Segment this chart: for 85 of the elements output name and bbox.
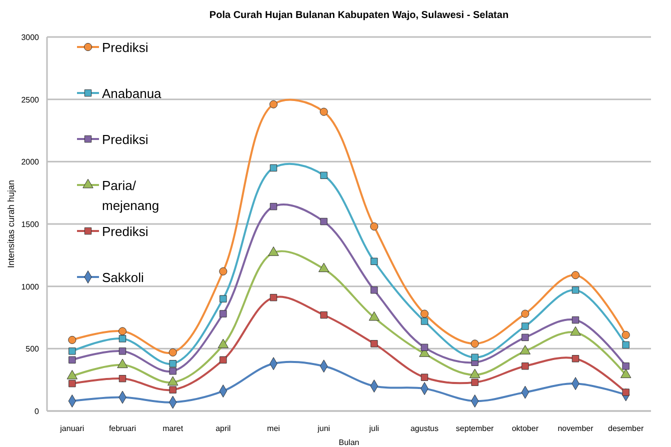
point [420,318,428,325]
point [318,262,330,272]
point [469,368,480,378]
point [320,311,328,319]
x-tick-label: mei [267,424,280,433]
legend-label: Sakkoli [102,270,144,285]
x-tick-label: juli [368,424,380,433]
point [368,311,380,321]
x-tick-label: agustus [410,424,439,433]
point [570,326,581,336]
point [320,108,328,116]
point [68,348,76,355]
point [572,355,580,362]
point [370,286,378,294]
point [68,336,76,344]
point [220,295,227,302]
y-tick-label: 2500 [21,95,40,104]
legend-label: Anabanua [102,86,162,101]
x-tick-label: januari [59,424,84,433]
point [572,286,580,294]
point [420,344,428,352]
legend-label: Prediksi [102,224,148,239]
point [420,310,429,318]
point [269,100,278,108]
x-tick-label: februari [108,424,136,433]
point [118,374,126,382]
y-tick-label: 1500 [21,220,40,229]
point [471,378,478,386]
point [169,368,176,375]
point [169,360,176,368]
point [68,356,76,364]
point [169,386,176,394]
x-tick-label: september [456,424,494,433]
point [370,258,378,266]
point [270,294,278,302]
point [268,246,279,256]
point [118,348,126,355]
y-tick-label: 3000 [21,33,40,42]
point [470,340,479,348]
x-tick-label: oktober [512,424,539,433]
point [521,310,530,318]
point [571,271,580,280]
point [117,358,128,368]
x-tick-label: juni [316,424,330,433]
chart-title: Pola Curah Hujan Bulanan Kabupaten Wajo, Sulawesi - Selatan [209,10,509,21]
point [168,348,177,356]
point [220,310,227,318]
point [572,316,580,324]
x-tick-label: april [216,424,231,433]
point [520,345,531,354]
point [220,356,227,364]
point [167,376,178,386]
point [370,222,378,231]
point [622,362,630,370]
point [471,354,478,361]
point [622,341,630,349]
point [522,362,529,370]
point [118,327,127,336]
point [522,322,529,330]
y-tick-label: 500 [26,344,40,354]
point [270,202,278,210]
point [68,380,76,388]
x-axis-title: Bulan [338,438,360,447]
x-tick-label: maret [162,424,184,433]
point [370,340,378,348]
point [219,267,228,276]
point [620,368,632,378]
point [320,172,328,179]
y-tick-label: 1000 [21,282,40,292]
point [622,330,630,339]
point [320,218,328,226]
point [270,164,278,172]
y-tick-label: 0 [34,407,40,416]
legend-label: Prediksi [102,40,148,55]
legend-label: Paria/ mejenang [102,178,160,213]
point [118,335,126,342]
y-tick-label: 2000 [21,158,40,167]
legend-label: Prediksi [102,132,148,147]
point [420,374,428,381]
x-tick-label: desember [608,424,644,433]
x-tick-label: november [558,424,594,433]
point [218,338,229,348]
point [66,370,78,380]
point [522,334,529,342]
y-axis-title: Intensitas curah hujan [6,180,16,268]
